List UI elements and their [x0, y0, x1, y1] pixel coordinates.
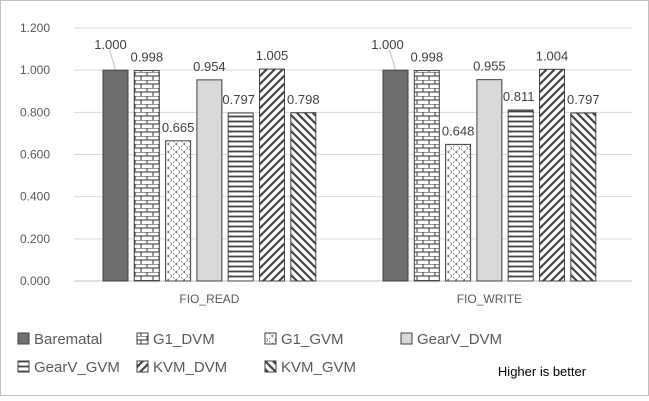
bars: [102, 68, 597, 282]
legend-swatch: [264, 332, 277, 345]
legend-swatch: [17, 332, 30, 345]
legend: Barematal G1_DVM G1_GVM GearV_DVM GearV_GVM K…: [17, 331, 502, 376]
label-leader-line: [389, 50, 396, 70]
y-axis-ticks: 0.000 0.200 0.400 0.600 0.800 1.000 1.200: [20, 21, 50, 288]
bar: [196, 79, 223, 282]
data-label: 0.998: [411, 50, 444, 65]
bar: [507, 109, 534, 282]
legend-swatch: [400, 332, 413, 345]
data-label: 0.955: [473, 59, 506, 74]
data-label: 0.797: [567, 92, 600, 107]
bar: [227, 112, 254, 282]
bar: [476, 79, 503, 282]
bar: [259, 68, 285, 282]
x-tick-label: FIO_WRITE: [457, 292, 522, 306]
data-label: 0.811: [503, 89, 535, 104]
legend-label: KVM_GVM: [281, 359, 356, 376]
legend-label: GearV_GVM: [34, 359, 120, 376]
y-tick-label: 1.000: [20, 63, 50, 77]
data-label: 0.998: [131, 50, 164, 65]
bar: [102, 69, 129, 282]
data-label: 1.005: [256, 48, 289, 63]
bar: [290, 112, 317, 282]
data-label: 1.000: [94, 37, 127, 52]
y-tick-label: 0.200: [20, 232, 50, 246]
y-tick-label: 0.600: [20, 148, 50, 162]
y-tick-label: 0.800: [20, 105, 50, 119]
legend-swatch: [136, 360, 149, 373]
bar: [413, 70, 440, 282]
data-label: 0.797: [222, 92, 255, 107]
legend-label: G1_DVM: [153, 331, 215, 348]
x-axis-ticks: FIO_READ FIO_WRITE: [179, 292, 522, 306]
legend-label: GearV_DVM: [417, 331, 502, 348]
bar: [165, 140, 192, 282]
data-label: 0.954: [193, 59, 226, 74]
bar: [133, 70, 160, 282]
data-labels: 1.000 0.998 0.665 0.954 0.797 1.005 0.798 1.000…: [94, 37, 599, 138]
legend-swatch: [136, 332, 149, 345]
bar: [539, 68, 565, 282]
legend-label: Barematal: [34, 331, 102, 348]
data-label: 1.000: [371, 37, 404, 52]
legend-label: KVM_DVM: [153, 359, 227, 376]
y-tick-label: 0.400: [20, 190, 50, 204]
chart-annotation: Higher is better: [498, 364, 587, 379]
data-label: 0.798: [287, 92, 320, 107]
x-tick-label: FIO_READ: [179, 292, 239, 306]
legend-swatch: [17, 360, 30, 373]
data-label: 0.648: [442, 123, 475, 138]
data-label: 0.665: [162, 120, 195, 135]
y-tick-label: 1.200: [20, 21, 50, 35]
label-leader-line: [109, 50, 116, 70]
y-tick-label: 0.000: [20, 274, 50, 288]
legend-swatch: [264, 360, 277, 373]
bar: [570, 112, 597, 282]
data-label: 1.004: [536, 48, 569, 63]
legend-label: G1_GVM: [281, 331, 344, 348]
bar: [382, 69, 409, 282]
bar: [445, 143, 472, 282]
